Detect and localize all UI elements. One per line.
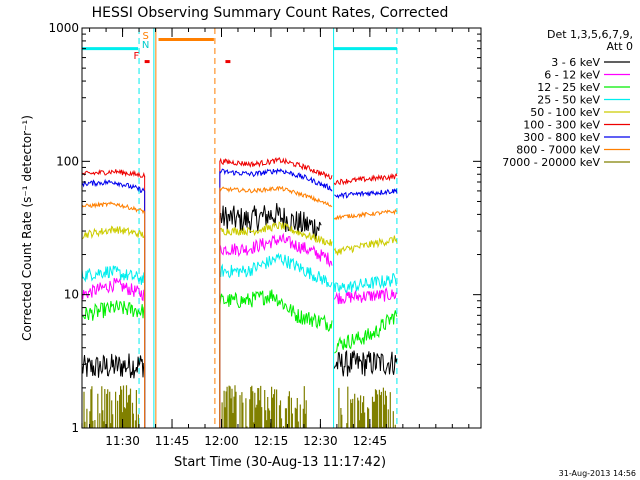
series-3-segment-0 xyxy=(81,265,145,285)
series-5-segment-2 xyxy=(333,172,398,186)
x-tick-label-0: 11:30 xyxy=(105,434,140,448)
legend-label-5: 100 - 300 keV xyxy=(523,119,600,132)
x-axis-label: Start Time (30-Aug-13 11:17:42) xyxy=(174,455,386,470)
series-4-segment-1 xyxy=(219,221,333,247)
series-8-segment-1 xyxy=(221,385,307,428)
x-tick-label-2: 12:00 xyxy=(204,434,239,448)
series-5-segment-0 xyxy=(81,168,146,178)
series-8-segment-0 xyxy=(81,385,139,428)
legend-header-attenuator: Att 0 xyxy=(607,40,633,53)
y-tick-label-1: 10 xyxy=(64,288,79,302)
chart-title: HESSI Observing Summary Count Rates, Cor… xyxy=(92,5,449,21)
series-8-segment-2 xyxy=(338,386,396,428)
x-tick-label-1: 11:45 xyxy=(155,434,190,448)
series-5-segment-1 xyxy=(219,156,333,180)
y-tick-label-0: 1 xyxy=(71,421,79,435)
flag-label-f: F xyxy=(134,51,140,62)
legend-label-6: 300 - 800 keV xyxy=(523,131,600,144)
x-tick-label-5: 12:45 xyxy=(353,434,388,448)
series-0-segment-0 xyxy=(81,353,146,379)
series-1-segment-1 xyxy=(219,232,333,268)
legend-label-0: 3 - 6 keV xyxy=(551,56,600,69)
series-7-segment-2 xyxy=(333,208,397,221)
legend-label-8: 7000 - 20000 keV xyxy=(502,156,600,169)
y-axis-label: Corrected Count Rate (s⁻¹ detector⁻¹) xyxy=(20,115,34,341)
series-6-segment-2 xyxy=(334,188,398,200)
plot-area: SNF xyxy=(81,28,398,428)
series-1-segment-2 xyxy=(333,287,398,305)
series-8 xyxy=(81,385,396,428)
series-6 xyxy=(81,167,398,428)
series-0-segment-1 xyxy=(219,203,322,240)
flag-label-s: S xyxy=(142,31,148,42)
y-tick-label-2: 100 xyxy=(56,154,79,168)
series-7-segment-1 xyxy=(219,185,333,208)
legend-label-3: 25 - 50 keV xyxy=(537,94,600,107)
generation-timestamp: 31-Aug-2013 14:56 xyxy=(559,469,636,478)
series-2-segment-2 xyxy=(334,310,398,354)
series-7 xyxy=(81,185,397,428)
series-0 xyxy=(81,203,398,428)
x-tick-label-4: 12:30 xyxy=(303,434,338,448)
axes: 1 10 100 1000 11:30 11:45 12:00 12:15 12:30 12:45 xyxy=(48,21,482,448)
plot-frame xyxy=(81,27,482,429)
x-tick-label-3: 12:15 xyxy=(254,434,289,448)
legend-header-detectors: Det 1,3,5,6,7,9, xyxy=(547,28,633,41)
series-2-segment-0 xyxy=(81,300,146,321)
series-4-segment-0 xyxy=(81,225,146,240)
y-tick-label-3: 1000 xyxy=(48,21,79,35)
legend-label-4: 50 - 100 keV xyxy=(530,106,600,119)
series-3-segment-1 xyxy=(219,252,333,288)
series-3-segment-2 xyxy=(333,273,398,294)
series-4-segment-2 xyxy=(333,235,398,256)
series-1-segment-0 xyxy=(81,277,146,302)
series-0-segment-2 xyxy=(333,349,398,377)
flag-label-n: N xyxy=(142,40,149,51)
legend-label-2: 12 - 25 keV xyxy=(537,81,600,94)
series-6-segment-0 xyxy=(81,178,146,193)
series-6-segment-1 xyxy=(219,167,333,192)
series-2-segment-1 xyxy=(219,289,333,333)
legend-label-7: 800 - 7000 keV xyxy=(516,144,600,157)
series-7-segment-0 xyxy=(81,201,146,215)
legend-label-1: 6 - 12 keV xyxy=(544,69,600,82)
